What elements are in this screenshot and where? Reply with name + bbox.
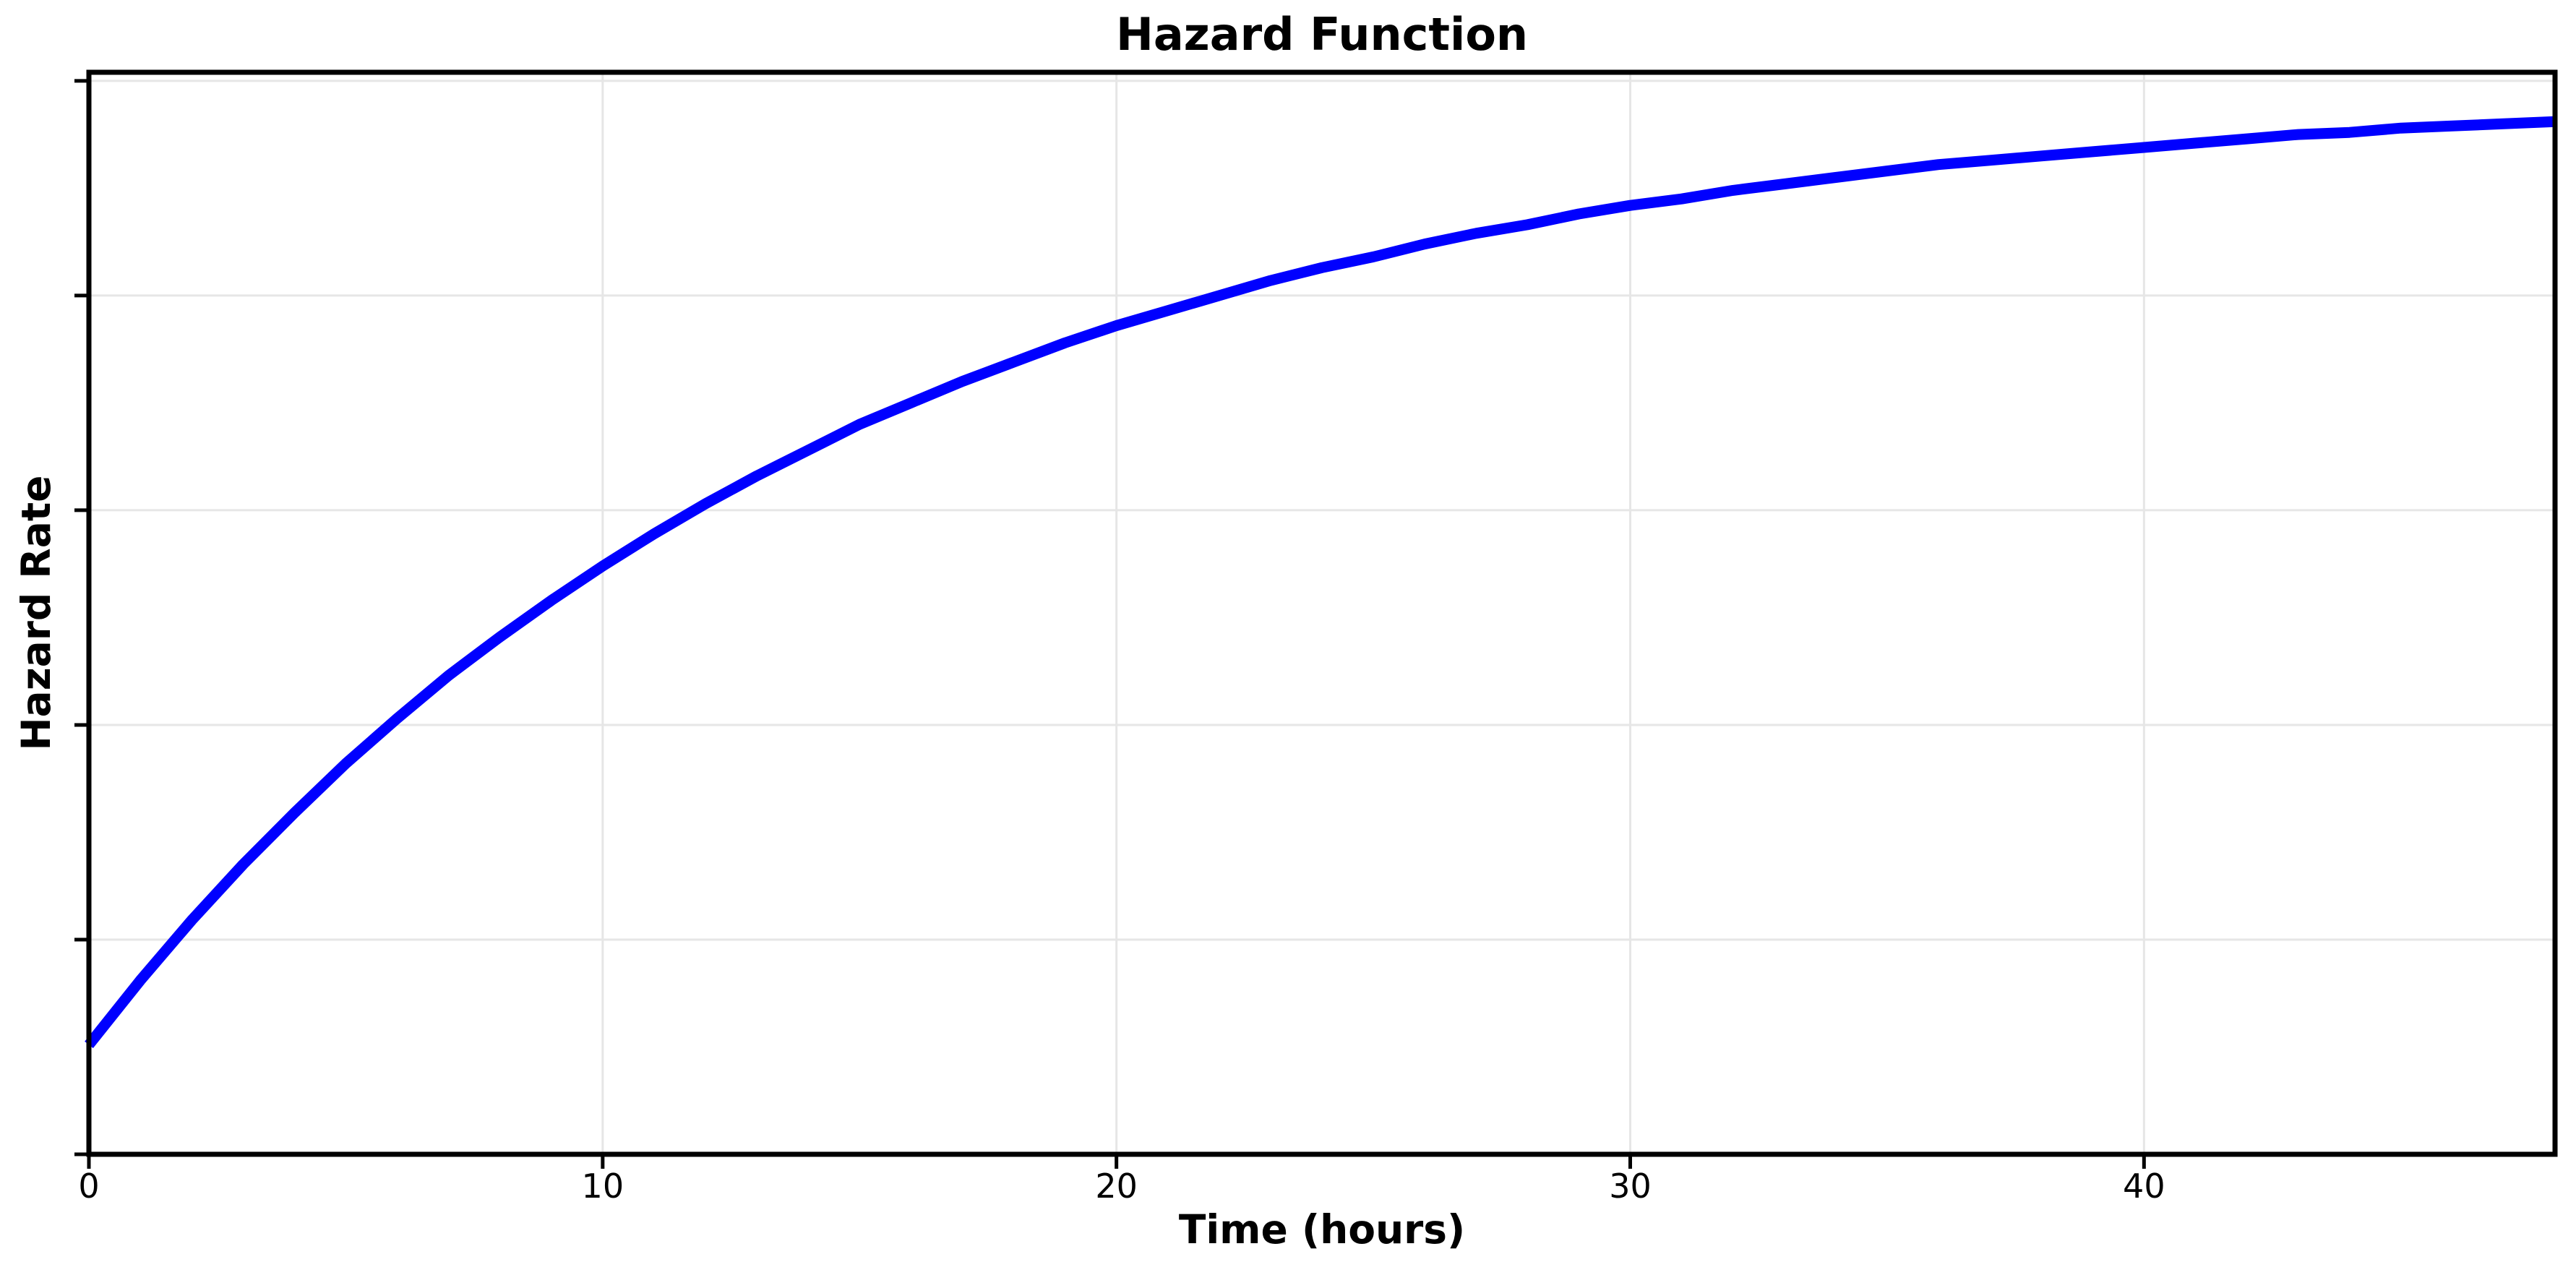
chart-title: Hazard Function <box>1115 8 1529 61</box>
gridlines <box>89 72 2555 1154</box>
y-axis-label: Hazard Rate <box>13 475 59 751</box>
x-tick-label: 20 <box>1095 1167 1138 1206</box>
x-tick-label: 40 <box>2123 1167 2165 1206</box>
axes-spines <box>86 69 2558 1157</box>
hazard-curve <box>85 116 2556 1049</box>
x-tick-label: 10 <box>581 1167 624 1206</box>
x-tick-label: 0 <box>78 1167 100 1206</box>
x-tick-label: 30 <box>1609 1167 1652 1206</box>
tick-marks <box>74 79 2146 1169</box>
x-axis-label: Time (hours) <box>1178 1206 1466 1253</box>
